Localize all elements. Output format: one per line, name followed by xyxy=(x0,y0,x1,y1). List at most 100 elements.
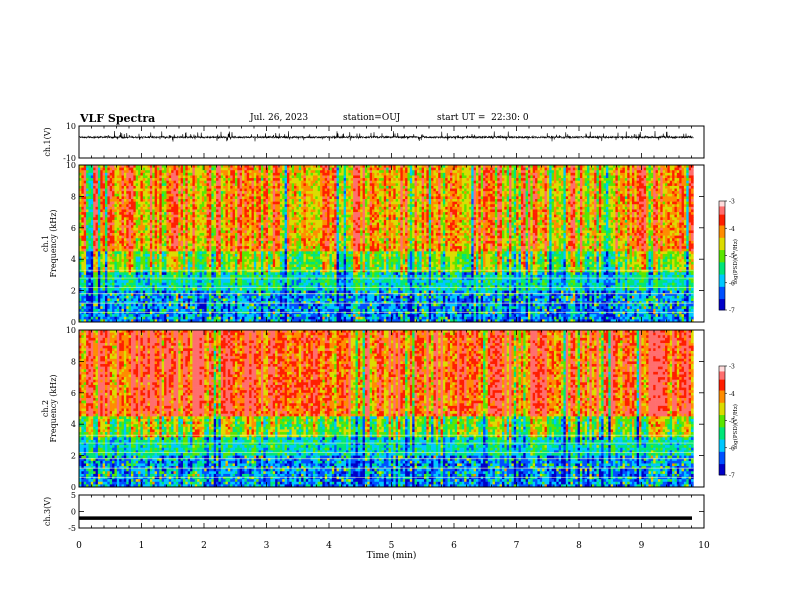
spectrogram-cell xyxy=(195,194,198,197)
spectrogram-cell xyxy=(450,183,453,186)
spectrogram-cell xyxy=(159,168,162,171)
spectrogram-cell xyxy=(615,181,618,184)
spectrogram-cell xyxy=(389,189,392,192)
spectrogram-cell xyxy=(86,173,89,176)
spectrogram-cell xyxy=(554,178,557,181)
spectrogram-cell xyxy=(431,212,434,215)
spectrogram-cell xyxy=(155,204,158,207)
spectrogram-cell xyxy=(497,209,500,212)
spectrogram-cell xyxy=(552,170,555,173)
spectrogram-cell xyxy=(301,168,304,171)
spectrogram-cell xyxy=(469,196,472,199)
spectrogram-cell xyxy=(176,170,179,173)
spectrogram-cell xyxy=(433,175,436,178)
spectrogram-cell xyxy=(162,181,165,184)
spectrogram-cell xyxy=(259,199,262,202)
spectrogram-cell xyxy=(112,186,115,189)
spectrogram-cell xyxy=(384,209,387,212)
spectrogram-cell xyxy=(682,194,685,197)
spectrogram-cell xyxy=(228,209,231,212)
spectrogram-cell xyxy=(200,212,203,215)
spectrogram-cell xyxy=(684,168,687,171)
spectrogram-cell xyxy=(188,204,191,207)
spectrogram-cell xyxy=(112,181,115,184)
spectrogram-cell xyxy=(592,194,595,197)
spectrogram-cell xyxy=(384,183,387,186)
spectrogram-cell xyxy=(381,194,384,197)
spectrogram-cell xyxy=(370,212,373,215)
spectrogram-cell xyxy=(637,175,640,178)
spectrogram-cell xyxy=(526,178,529,181)
spectrogram-cell xyxy=(166,170,169,173)
spectrogram-cell xyxy=(150,186,153,189)
spectrogram-cell xyxy=(353,183,356,186)
spectrogram-cell xyxy=(240,173,243,176)
spectrogram-cell xyxy=(200,194,203,197)
spectrogram-cell xyxy=(254,202,257,205)
spectrogram-cell xyxy=(91,196,94,199)
spectrogram-cell xyxy=(211,199,214,202)
spectrogram-cell xyxy=(608,191,611,194)
spectrogram-cell xyxy=(504,178,507,181)
spectrogram-cell xyxy=(613,204,616,207)
spectrogram-cell xyxy=(679,173,682,176)
spectrogram-cell xyxy=(381,178,384,181)
spectrogram-cell xyxy=(200,204,203,207)
spectrogram-cell xyxy=(337,191,340,194)
spectrogram-cell xyxy=(185,196,188,199)
spectrogram-cell xyxy=(596,207,599,210)
spectrogram-cell xyxy=(653,173,656,176)
spectrogram-cell xyxy=(100,207,103,210)
spectrogram-cell xyxy=(216,173,219,176)
spectrogram-cell xyxy=(545,196,548,199)
spectrogram-cell xyxy=(237,209,240,212)
spectrogram-cell xyxy=(670,181,673,184)
spectrogram-cell xyxy=(592,209,595,212)
spectrogram-cell xyxy=(259,168,262,171)
spectrogram-cell xyxy=(204,170,207,173)
spectrogram-cell xyxy=(313,209,316,212)
spectrogram-cell xyxy=(294,175,297,178)
spectrogram-cell xyxy=(117,194,120,197)
spectrogram-cell xyxy=(549,189,552,192)
spectrogram-cell xyxy=(341,175,344,178)
spectrogram-cell xyxy=(242,173,245,176)
spectrogram-cell xyxy=(299,209,302,212)
spectrogram-cell xyxy=(200,170,203,173)
spectrogram-cell xyxy=(273,199,276,202)
spectrogram-cell xyxy=(280,170,283,173)
spectrogram-cell xyxy=(476,212,479,215)
spectrogram-cell xyxy=(166,183,169,186)
spectrogram-cell xyxy=(214,204,217,207)
spectrogram-cell xyxy=(568,194,571,197)
spectrogram-cell xyxy=(457,204,460,207)
spectrogram-cell xyxy=(677,207,680,210)
spectrogram-cell xyxy=(313,191,316,194)
spectrogram-cell xyxy=(415,194,418,197)
spectrogram-cell xyxy=(140,178,143,181)
spectrogram-cell xyxy=(181,194,184,197)
spectrogram-cell xyxy=(166,194,169,197)
spectrogram-cell xyxy=(455,212,458,215)
spectrogram-cell xyxy=(367,183,370,186)
spectrogram-cell xyxy=(530,194,533,197)
spectrogram-cell xyxy=(140,212,143,215)
spectrogram-cell xyxy=(599,204,602,207)
spectrogram-cell xyxy=(561,168,564,171)
spectrogram-cell xyxy=(660,170,663,173)
spectrogram-cell xyxy=(98,170,101,173)
spectrogram-cell xyxy=(476,181,479,184)
spectrogram-cell xyxy=(145,204,148,207)
spectrogram-cell xyxy=(429,209,432,212)
spectrogram-cell xyxy=(648,168,651,171)
spectrogram-cell xyxy=(81,168,84,171)
spectrogram-cell xyxy=(209,181,212,184)
spectrogram-cell xyxy=(176,181,179,184)
spectrogram-cell xyxy=(195,181,198,184)
spectrogram-cell xyxy=(519,175,522,178)
spectrogram-cell xyxy=(244,173,247,176)
spectrogram-cell xyxy=(667,209,670,212)
spectrogram-cell xyxy=(441,191,444,194)
spectrogram-cell xyxy=(641,204,644,207)
spectrogram-cell xyxy=(474,175,477,178)
